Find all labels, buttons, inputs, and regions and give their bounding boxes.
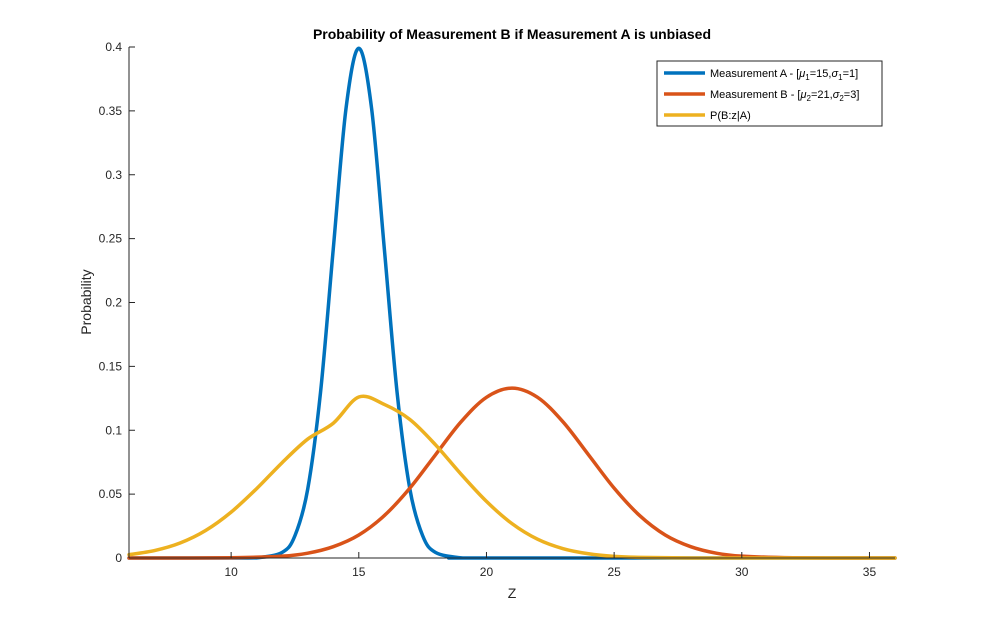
plot-area: 10 15 20 25 30 35 00.050.10.150.20.250.30.350… bbox=[99, 40, 897, 579]
y-tick-label: 0.35 bbox=[99, 104, 123, 118]
legend-label-1: Measurement A - [μ1=15,σ1=1] bbox=[710, 68, 858, 82]
y-tick-label: 0.2 bbox=[105, 296, 122, 310]
y-tick-label: 0.4 bbox=[105, 40, 122, 54]
chart-title: Probability of Measurement B if Measurem… bbox=[313, 26, 711, 42]
series-line-2 bbox=[127, 386, 897, 560]
x-axis-label: Z bbox=[508, 585, 517, 601]
y-tick-label: 0.15 bbox=[99, 359, 123, 373]
x-tick-label: 20 bbox=[480, 565, 494, 579]
y-tick-label: 0 bbox=[115, 551, 122, 565]
legend-label-2: Measurement B - [μ2=21,σ2=3] bbox=[710, 89, 859, 103]
x-tick-label: 10 bbox=[224, 565, 238, 579]
x-tick-label: 30 bbox=[735, 565, 749, 579]
y-tick-label: 0.3 bbox=[105, 168, 122, 182]
y-tick-label: 0.05 bbox=[99, 487, 123, 501]
y-axis-label: Probability bbox=[78, 269, 94, 334]
y-ticks: 0 0.05 0.1 0.15 0.2 0.25 0.3 0.35 0.4 bbox=[99, 40, 135, 565]
series-line-3 bbox=[127, 394, 897, 560]
x-tick-label: 35 bbox=[863, 565, 877, 579]
x-ticks: 10 15 20 25 30 35 bbox=[224, 552, 876, 579]
x-tick-label: 25 bbox=[607, 565, 621, 579]
legend: Measurement A - [μ1=15,σ1=1] Measurement … bbox=[656, 60, 883, 127]
y-tick-label: 0.25 bbox=[99, 232, 123, 246]
plot-background bbox=[129, 47, 895, 558]
legend-label-3: P(B:z|A) bbox=[710, 110, 751, 122]
y-tick-label: 0.1 bbox=[105, 423, 122, 437]
x-tick-label: 15 bbox=[352, 565, 366, 579]
